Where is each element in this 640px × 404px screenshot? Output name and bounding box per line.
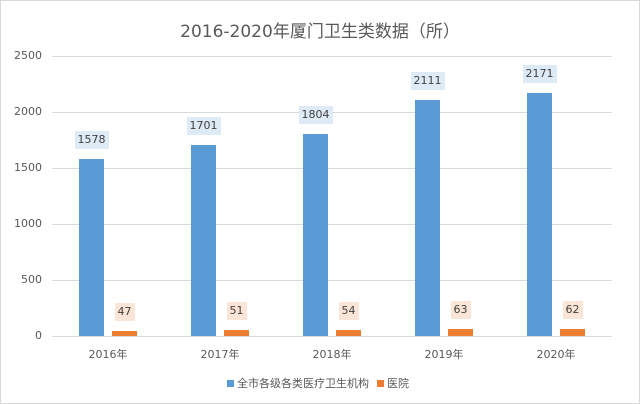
bar-institutions	[303, 133, 328, 336]
data-label: 1701	[186, 117, 221, 136]
y-tick-label: 1500	[14, 161, 42, 174]
y-tick-label: 0	[35, 329, 42, 342]
legend-swatch-icon	[377, 379, 384, 387]
bar-institutions	[191, 145, 216, 336]
y-tick-label: 2500	[14, 49, 42, 62]
bar-institutions	[415, 99, 440, 336]
legend-label: 医院	[387, 377, 409, 390]
bar-hospitals	[336, 329, 361, 336]
data-label: 51	[226, 302, 247, 321]
y-tick-label: 1000	[14, 217, 42, 230]
legend-label: 全市各级各类医疗卫生机构	[237, 377, 369, 390]
data-label: 63	[450, 300, 471, 319]
bar-institutions	[79, 159, 104, 336]
bar-hospitals	[112, 330, 137, 336]
x-tick-label: 2020年	[536, 348, 576, 361]
gridline	[52, 336, 612, 337]
data-label: 47	[114, 302, 135, 321]
bar-hospitals	[224, 330, 249, 336]
legend-item: 医院	[377, 375, 409, 391]
bar-hospitals	[560, 329, 585, 336]
y-tick-label: 500	[21, 273, 42, 286]
x-tick-label: 2018年	[312, 348, 352, 361]
gridline	[52, 280, 612, 281]
data-label: 62	[562, 301, 583, 320]
data-label: 1804	[298, 105, 333, 124]
data-label: 2171	[522, 64, 557, 83]
legend-item: 全市各级各类医疗卫生机构	[227, 375, 369, 391]
y-tick-label: 2000	[14, 105, 42, 118]
data-label: 2111	[410, 71, 445, 90]
chart-title: 2016-2020年厦门卫生类数据（所）	[180, 22, 460, 42]
gridline	[52, 56, 612, 57]
x-tick-label: 2017年	[200, 348, 240, 361]
data-label: 54	[338, 301, 359, 320]
legend-swatch-icon	[227, 379, 234, 387]
x-tick-label: 2019年	[424, 348, 464, 361]
gridline	[52, 224, 612, 225]
plot-area: 1578 47 1701 51 1804 54 2111 63 2171 62	[52, 56, 612, 337]
x-tick-label: 2016年	[88, 348, 128, 361]
gridline	[52, 168, 612, 169]
bar-institutions	[527, 92, 552, 336]
bar-hospitals	[448, 328, 473, 336]
data-label: 1578	[74, 131, 109, 150]
legend: 全市各级各类医疗卫生机构 医院	[0, 375, 640, 391]
